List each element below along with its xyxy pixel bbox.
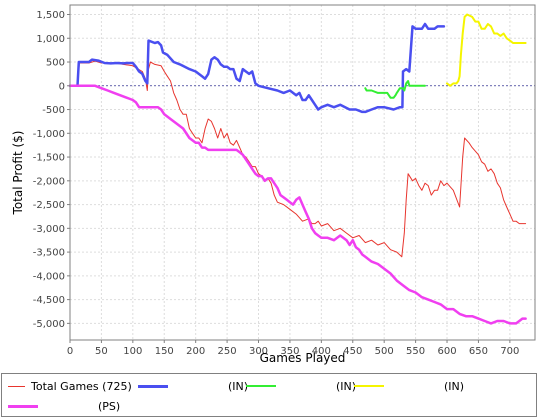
x-axis-ticks: 0 50 100 150 200 250 300 350 400 450 500 550 600 650 7… xyxy=(67,340,519,357)
x-tick-label: 300 xyxy=(249,346,268,357)
y-tick-label: 1,000 xyxy=(36,34,65,45)
x-tick-label: 400 xyxy=(312,346,331,357)
legend-label: (PS) xyxy=(98,399,121,413)
y-tick-label: -1,500 xyxy=(33,153,65,164)
chart-legend: Total Games (725) (IN) (IN) (IN) (PS) xyxy=(1,373,537,417)
y-tick-label: -3,000 xyxy=(33,224,65,235)
series-line-0 xyxy=(69,60,527,258)
x-tick-label: 200 xyxy=(186,346,205,357)
legend-label: Total Games (725) xyxy=(31,379,132,393)
legend-swatch xyxy=(354,385,384,387)
y-tick-label: -5,000 xyxy=(33,319,65,330)
legend-label: (IN) xyxy=(444,379,465,393)
x-tick-label: 350 xyxy=(280,346,299,357)
y-tick-label: -4,500 xyxy=(33,295,65,306)
legend-item-in-yellow: (IN) xyxy=(354,378,464,394)
legend-swatch xyxy=(246,385,276,387)
y-tick-label: -2,000 xyxy=(33,176,65,187)
y-tick-label: -500 xyxy=(42,105,65,116)
x-tick-label: 150 xyxy=(155,346,174,357)
y-tick-label: -3,500 xyxy=(33,248,65,259)
y-axis-ticks: 1,500 1,000 500 0 -500 -1,000 -1,500 -2,000 -2,5… xyxy=(33,10,70,330)
legend-item-in-blue: (IN) xyxy=(138,378,248,394)
legend-item-ps: (PS) xyxy=(8,398,120,414)
legend-item-in-green: (IN) xyxy=(246,378,356,394)
x-tick-label: 0 xyxy=(67,346,73,357)
legend-label: (IN) xyxy=(228,379,249,393)
series-lines xyxy=(68,13,527,325)
x-axis-title: Games Played xyxy=(260,351,346,365)
series-line-3 xyxy=(446,13,527,87)
legend-label: (IN) xyxy=(336,379,357,393)
legend-swatch xyxy=(8,385,25,387)
x-tick-label: 650 xyxy=(469,346,488,357)
legend-swatch xyxy=(8,404,38,408)
y-tick-label: -2,500 xyxy=(33,200,65,211)
y-tick-label: 1,500 xyxy=(36,10,65,21)
x-tick-label: 500 xyxy=(375,346,394,357)
y-tick-label: -1,000 xyxy=(33,129,65,140)
y-tick-label: 500 xyxy=(46,58,65,69)
x-tick-label: 700 xyxy=(500,346,519,357)
line-chart: 1,5001,0005000-500-1,000-1,500-2,000-2,5… xyxy=(11,4,536,365)
series-line-1 xyxy=(68,22,446,114)
plot-area-border xyxy=(69,4,536,341)
gridlines xyxy=(69,5,535,340)
series-line-2 xyxy=(364,80,426,99)
y-axis-title: Total Profit ($) xyxy=(11,131,25,216)
x-tick-label: 100 xyxy=(123,346,142,357)
x-tick-label: 550 xyxy=(406,346,425,357)
series-line-4 xyxy=(68,84,527,325)
legend-item-total-games: Total Games (725) xyxy=(8,378,132,394)
x-tick-label: 450 xyxy=(343,346,362,357)
legend-swatch xyxy=(138,384,168,388)
y-tick-label: -4,000 xyxy=(33,271,65,282)
x-tick-label: 250 xyxy=(218,346,237,357)
y-tick-label: 0 xyxy=(59,81,65,92)
x-tick-label: 600 xyxy=(437,346,456,357)
x-tick-label: 50 xyxy=(95,346,108,357)
